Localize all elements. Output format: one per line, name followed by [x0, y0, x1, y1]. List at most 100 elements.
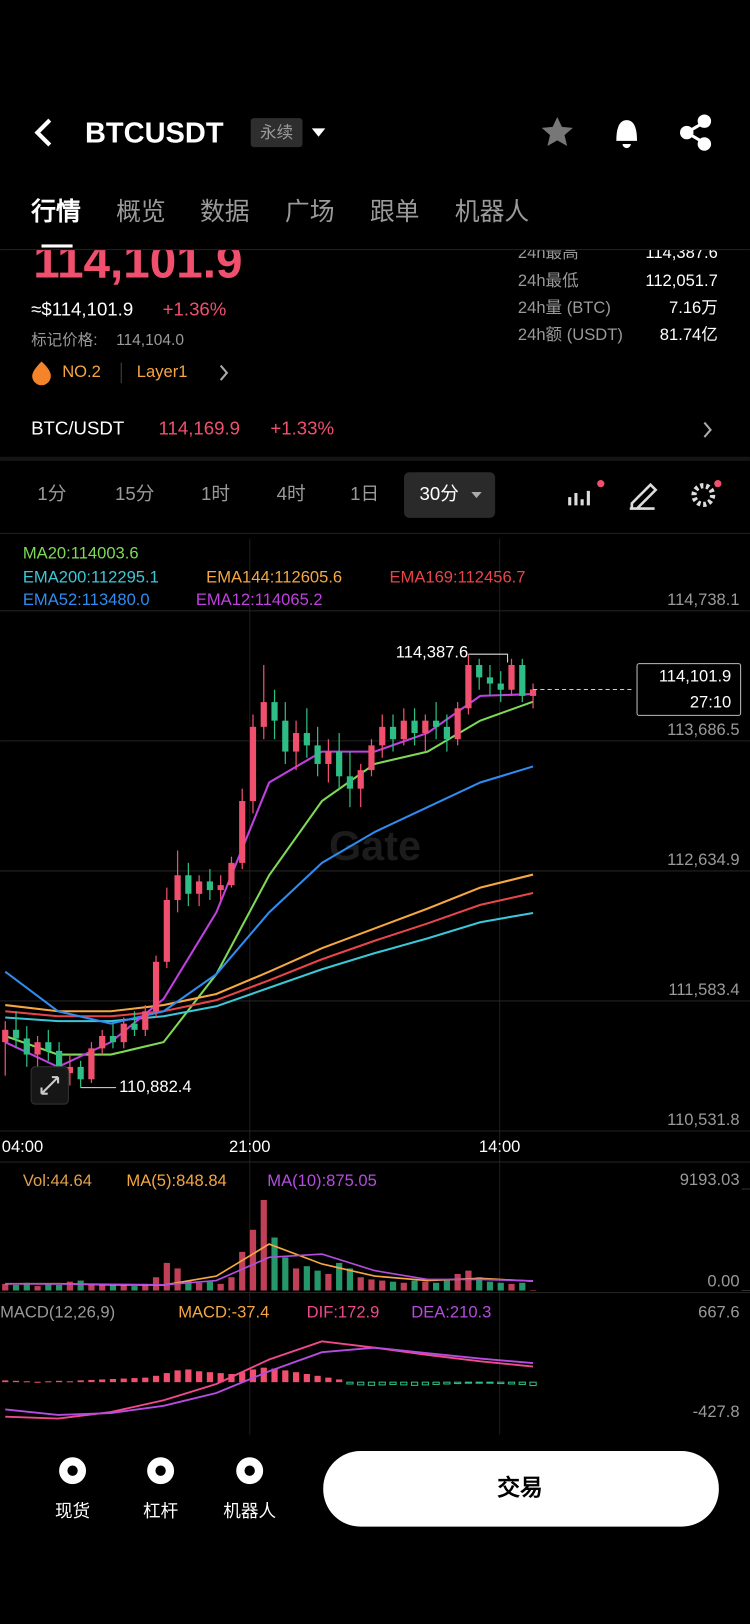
approx-price: ≈$114,101.9	[31, 299, 133, 320]
chevron[interactable]	[219, 364, 229, 381]
candle-body	[217, 885, 224, 891]
macd-bar	[2, 1380, 9, 1383]
stat-value: 112,051.7	[645, 271, 717, 290]
interval[interactable]: 1时	[201, 483, 230, 504]
nav-label[interactable]: 现货	[55, 1501, 90, 1521]
draw-icon[interactable]	[629, 482, 658, 510]
chevron[interactable]	[703, 421, 712, 438]
interval[interactable]: 1日	[350, 483, 379, 504]
star-icon[interactable]	[541, 117, 573, 147]
legend-entry: Vol:44.64	[23, 1171, 92, 1190]
interval[interactable]: 4时	[277, 483, 306, 504]
legend-entry: EMA144:112605.6	[206, 567, 342, 586]
candle-body	[271, 702, 278, 721]
dropdown-icon[interactable]	[311, 128, 326, 137]
volume-bar	[163, 1262, 170, 1291]
x-tick-label: 04:00	[2, 1137, 43, 1156]
settings-icon[interactable]	[691, 483, 716, 507]
candle-body	[34, 1042, 41, 1055]
volume-bar	[120, 1284, 127, 1291]
macd-bar	[12, 1380, 20, 1383]
macd-line	[5, 1346, 534, 1416]
y-tick-label: 667.6	[698, 1303, 739, 1322]
last-price-box	[636, 663, 742, 716]
volume-bar	[497, 1282, 504, 1291]
back-icon[interactable]	[34, 118, 52, 147]
candle-body	[56, 1050, 63, 1074]
candle-body	[411, 720, 418, 734]
macd-bar	[249, 1369, 257, 1383]
high-label: 114,387.6	[396, 643, 468, 662]
candle-body	[519, 665, 526, 696]
trade-button-label[interactable]: 交易	[497, 1474, 543, 1500]
candle-body	[529, 689, 537, 696]
nav-label[interactable]: 机器人	[223, 1501, 276, 1521]
candle-body	[443, 726, 450, 740]
change: +1.36%	[163, 299, 227, 320]
volume-bar	[400, 1282, 407, 1291]
indicator-icon[interactable]	[568, 490, 590, 506]
macd-bar	[486, 1381, 494, 1384]
candle-body	[109, 1036, 117, 1043]
dot	[714, 480, 722, 488]
candle-body	[66, 1066, 73, 1074]
macd-bar	[518, 1381, 526, 1385]
interval-active[interactable]: 30分	[420, 483, 459, 504]
share-icon[interactable]	[680, 114, 712, 151]
macd-bar	[217, 1373, 224, 1383]
macd-bar	[66, 1381, 73, 1383]
candle-body	[325, 751, 332, 764]
macd-bar	[239, 1372, 246, 1383]
volume-bar	[476, 1277, 483, 1291]
tab[interactable]: 概览	[116, 198, 166, 226]
tab[interactable]: 广场	[285, 198, 335, 226]
candle-body	[196, 881, 203, 894]
volume-bar	[99, 1284, 106, 1291]
volume-bar	[422, 1281, 429, 1291]
tab[interactable]: 行情	[30, 198, 81, 226]
candle-body	[77, 1066, 84, 1080]
candle-body	[336, 751, 343, 777]
macd-bar	[432, 1381, 440, 1385]
fire-icon	[32, 361, 51, 386]
legend-entry: MA(10):875.05	[267, 1171, 377, 1190]
volume-bar	[196, 1282, 203, 1291]
interval-active-bg[interactable]	[404, 472, 496, 518]
volume-bar	[357, 1277, 364, 1291]
volume-bar	[336, 1262, 343, 1291]
volume-bar	[45, 1283, 52, 1291]
indicator-line	[5, 891, 534, 1018]
legend-entry: MA(5):848.84	[126, 1171, 226, 1190]
expand-icon[interactable]	[40, 1076, 60, 1095]
x-tick-label: 21:00	[229, 1137, 270, 1156]
legend-entry: DIF:172.9	[307, 1303, 380, 1322]
tab[interactable]: 数据	[200, 198, 250, 226]
volume-bar	[206, 1281, 214, 1291]
macd-bar	[206, 1372, 214, 1383]
tab[interactable]: 机器人	[455, 198, 530, 226]
volume-bar	[486, 1281, 494, 1291]
nav-icon-inner	[244, 1465, 255, 1476]
tab[interactable]: 跟单	[370, 198, 420, 226]
volume-bar	[228, 1277, 235, 1291]
candle-body	[206, 881, 214, 891]
interval[interactable]: 15分	[115, 483, 154, 504]
interval[interactable]: 1分	[37, 483, 66, 504]
bell-icon[interactable]	[616, 120, 638, 149]
y-tick-label: 114,738.1	[667, 590, 739, 609]
indicator-line	[4, 765, 534, 1025]
nav-label[interactable]: 杠杆	[143, 1501, 178, 1521]
candle-body	[142, 1011, 149, 1030]
macd-bar	[475, 1381, 483, 1384]
candle-body	[497, 683, 504, 690]
volume-bar	[508, 1283, 515, 1291]
trade-button[interactable]	[323, 1451, 719, 1527]
nav-icon-inner	[155, 1465, 166, 1476]
candle-body	[2, 1029, 9, 1043]
macd-bar	[131, 1378, 138, 1383]
macd-bar	[303, 1373, 310, 1383]
candle-body	[228, 862, 235, 886]
macd-bar	[389, 1381, 397, 1385]
nav-icon-inner	[67, 1465, 78, 1476]
